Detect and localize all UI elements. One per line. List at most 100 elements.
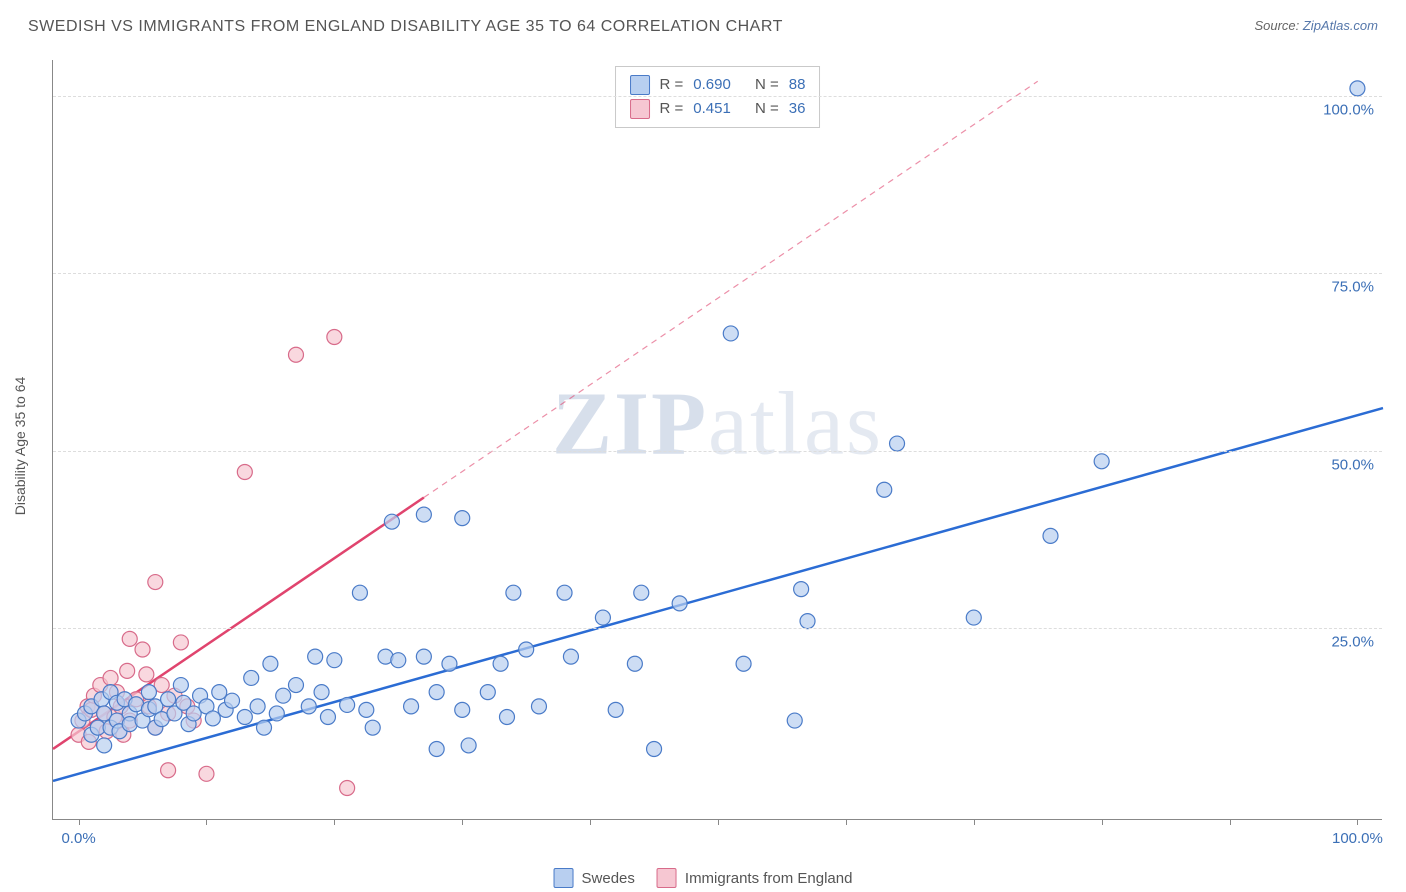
data-point — [493, 656, 508, 671]
data-point — [327, 330, 342, 345]
data-point — [391, 653, 406, 668]
data-point — [800, 614, 815, 629]
data-point — [148, 575, 163, 590]
data-point — [212, 685, 227, 700]
data-point — [122, 631, 137, 646]
data-point — [1094, 454, 1109, 469]
data-point — [320, 710, 335, 725]
data-point — [288, 678, 303, 693]
data-point — [308, 649, 323, 664]
data-point — [173, 678, 188, 693]
x-tick — [718, 819, 719, 825]
data-point — [97, 738, 112, 753]
data-point — [404, 699, 419, 714]
data-point — [416, 649, 431, 664]
data-point — [141, 685, 156, 700]
legend-item: Immigrants from England — [657, 868, 853, 888]
data-point — [563, 649, 578, 664]
swatch-pink-icon — [657, 868, 677, 888]
data-point — [237, 464, 252, 479]
x-tick — [1102, 819, 1103, 825]
data-point — [461, 738, 476, 753]
x-tick — [1357, 819, 1358, 825]
y-tick-label: 75.0% — [1331, 279, 1374, 296]
data-point — [135, 642, 150, 657]
source-link[interactable]: ZipAtlas.com — [1303, 18, 1378, 33]
data-point — [103, 670, 118, 685]
data-point — [634, 585, 649, 600]
data-point — [531, 699, 546, 714]
data-point — [340, 697, 355, 712]
x-tick — [846, 819, 847, 825]
data-point — [787, 713, 802, 728]
gridline — [53, 273, 1382, 274]
x-tick-label: 0.0% — [61, 830, 95, 847]
data-point — [269, 706, 284, 721]
scatter-svg — [53, 60, 1382, 819]
data-point — [877, 482, 892, 497]
data-point — [519, 642, 534, 657]
data-point — [608, 702, 623, 717]
data-point — [506, 585, 521, 600]
data-point — [595, 610, 610, 625]
x-tick — [334, 819, 335, 825]
x-tick — [79, 819, 80, 825]
legend-label: Swedes — [582, 870, 635, 887]
gridline — [53, 96, 1382, 97]
data-point — [442, 656, 457, 671]
data-point — [455, 511, 470, 526]
data-point — [455, 702, 470, 717]
x-tick — [206, 819, 207, 825]
data-point — [647, 741, 662, 756]
legend-series: Swedes Immigrants from England — [554, 868, 853, 888]
chart-title: SWEDISH VS IMMIGRANTS FROM ENGLAND DISAB… — [28, 18, 783, 36]
data-point — [672, 596, 687, 611]
data-point — [120, 663, 135, 678]
data-point — [250, 699, 265, 714]
data-point — [416, 507, 431, 522]
data-point — [557, 585, 572, 600]
y-axis-label: Disability Age 35 to 64 — [12, 377, 28, 516]
x-tick — [590, 819, 591, 825]
data-point — [736, 656, 751, 671]
legend-item: Swedes — [554, 868, 635, 888]
data-point — [199, 766, 214, 781]
data-point — [723, 326, 738, 341]
source-prefix: Source: — [1254, 18, 1302, 33]
trend-line — [53, 408, 1383, 781]
data-point — [225, 693, 240, 708]
data-point — [244, 670, 259, 685]
x-tick — [1230, 819, 1231, 825]
data-point — [384, 514, 399, 529]
y-tick-label: 50.0% — [1331, 456, 1374, 473]
data-point — [257, 720, 272, 735]
x-tick-label: 100.0% — [1332, 830, 1383, 847]
data-point — [429, 741, 444, 756]
data-point — [365, 720, 380, 735]
data-point — [480, 685, 495, 700]
swatch-blue-icon — [554, 868, 574, 888]
data-point — [161, 763, 176, 778]
data-point — [173, 635, 188, 650]
data-point — [890, 436, 905, 451]
trend-line — [424, 81, 1038, 497]
legend-label: Immigrants from England — [685, 870, 853, 887]
title-bar: SWEDISH VS IMMIGRANTS FROM ENGLAND DISAB… — [0, 0, 1406, 44]
data-point — [352, 585, 367, 600]
data-point — [139, 667, 154, 682]
y-tick-label: 100.0% — [1323, 101, 1374, 118]
data-point — [263, 656, 278, 671]
data-point — [205, 711, 220, 726]
data-point — [627, 656, 642, 671]
data-point — [359, 702, 374, 717]
data-point — [794, 582, 809, 597]
data-point — [429, 685, 444, 700]
data-point — [966, 610, 981, 625]
data-point — [499, 710, 514, 725]
data-point — [1350, 81, 1365, 96]
source-attribution: Source: ZipAtlas.com — [1254, 18, 1378, 33]
data-point — [276, 688, 291, 703]
data-point — [314, 685, 329, 700]
data-point — [288, 347, 303, 362]
data-point — [161, 692, 176, 707]
